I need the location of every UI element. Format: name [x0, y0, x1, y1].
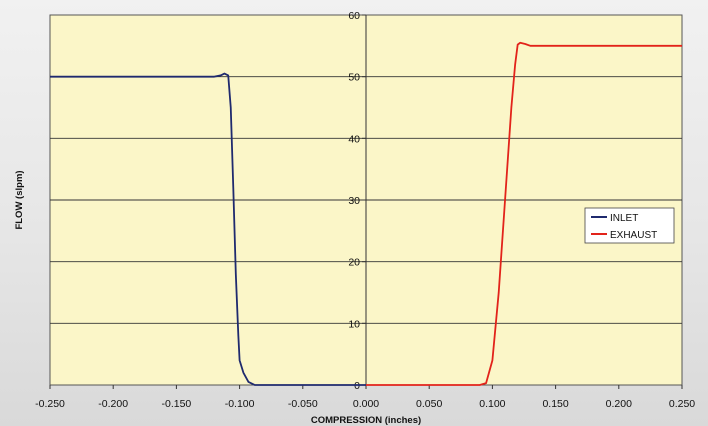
x-tick-labels: -0.250 -0.200 -0.150 -0.100 -0.050 0.000 0.050…: [35, 398, 695, 410]
y-axis-title: FLOW (slpm): [14, 170, 25, 229]
y-tick-label: 60: [348, 10, 360, 22]
y-tick-label: 10: [348, 318, 360, 330]
x-tick-label: -0.050: [288, 398, 318, 410]
series-line-inlet: [50, 72, 366, 386]
legend: INLET EXHAUST: [584, 207, 675, 244]
x-tick-label: 0.050: [416, 398, 442, 410]
legend-exhaust-label: EXHAUST: [610, 230, 657, 241]
x-axis-title: COMPRESSION (inches): [311, 415, 421, 426]
y-tick-label: 50: [348, 72, 360, 84]
x-tick-label: 0.000: [353, 398, 379, 410]
x-tick-label: -0.100: [225, 398, 255, 410]
legend-box: [584, 207, 675, 244]
series-lines: [50, 41, 682, 386]
x-tick-label: -0.250: [35, 398, 65, 410]
x-tick-label: 0.100: [479, 398, 505, 410]
y-tick-label: 0: [354, 380, 360, 392]
y-tick-label: 20: [348, 257, 360, 269]
series-line-exhaust: [366, 41, 682, 386]
legend-inlet-label: INLET: [610, 213, 638, 224]
x-tick-label: 0.200: [606, 398, 632, 410]
y-tick-label: 30: [348, 195, 360, 207]
gridlines: [49, 14, 683, 389]
x-tick-label: -0.200: [98, 398, 128, 410]
x-tick-label: -0.150: [162, 398, 192, 410]
y-tick-label: 40: [348, 133, 360, 145]
x-tick-label: 0.150: [542, 398, 568, 410]
x-tick-label: 0.250: [669, 398, 695, 410]
y-tick-labels: 0 10 20 30 40 50 60: [348, 10, 360, 392]
